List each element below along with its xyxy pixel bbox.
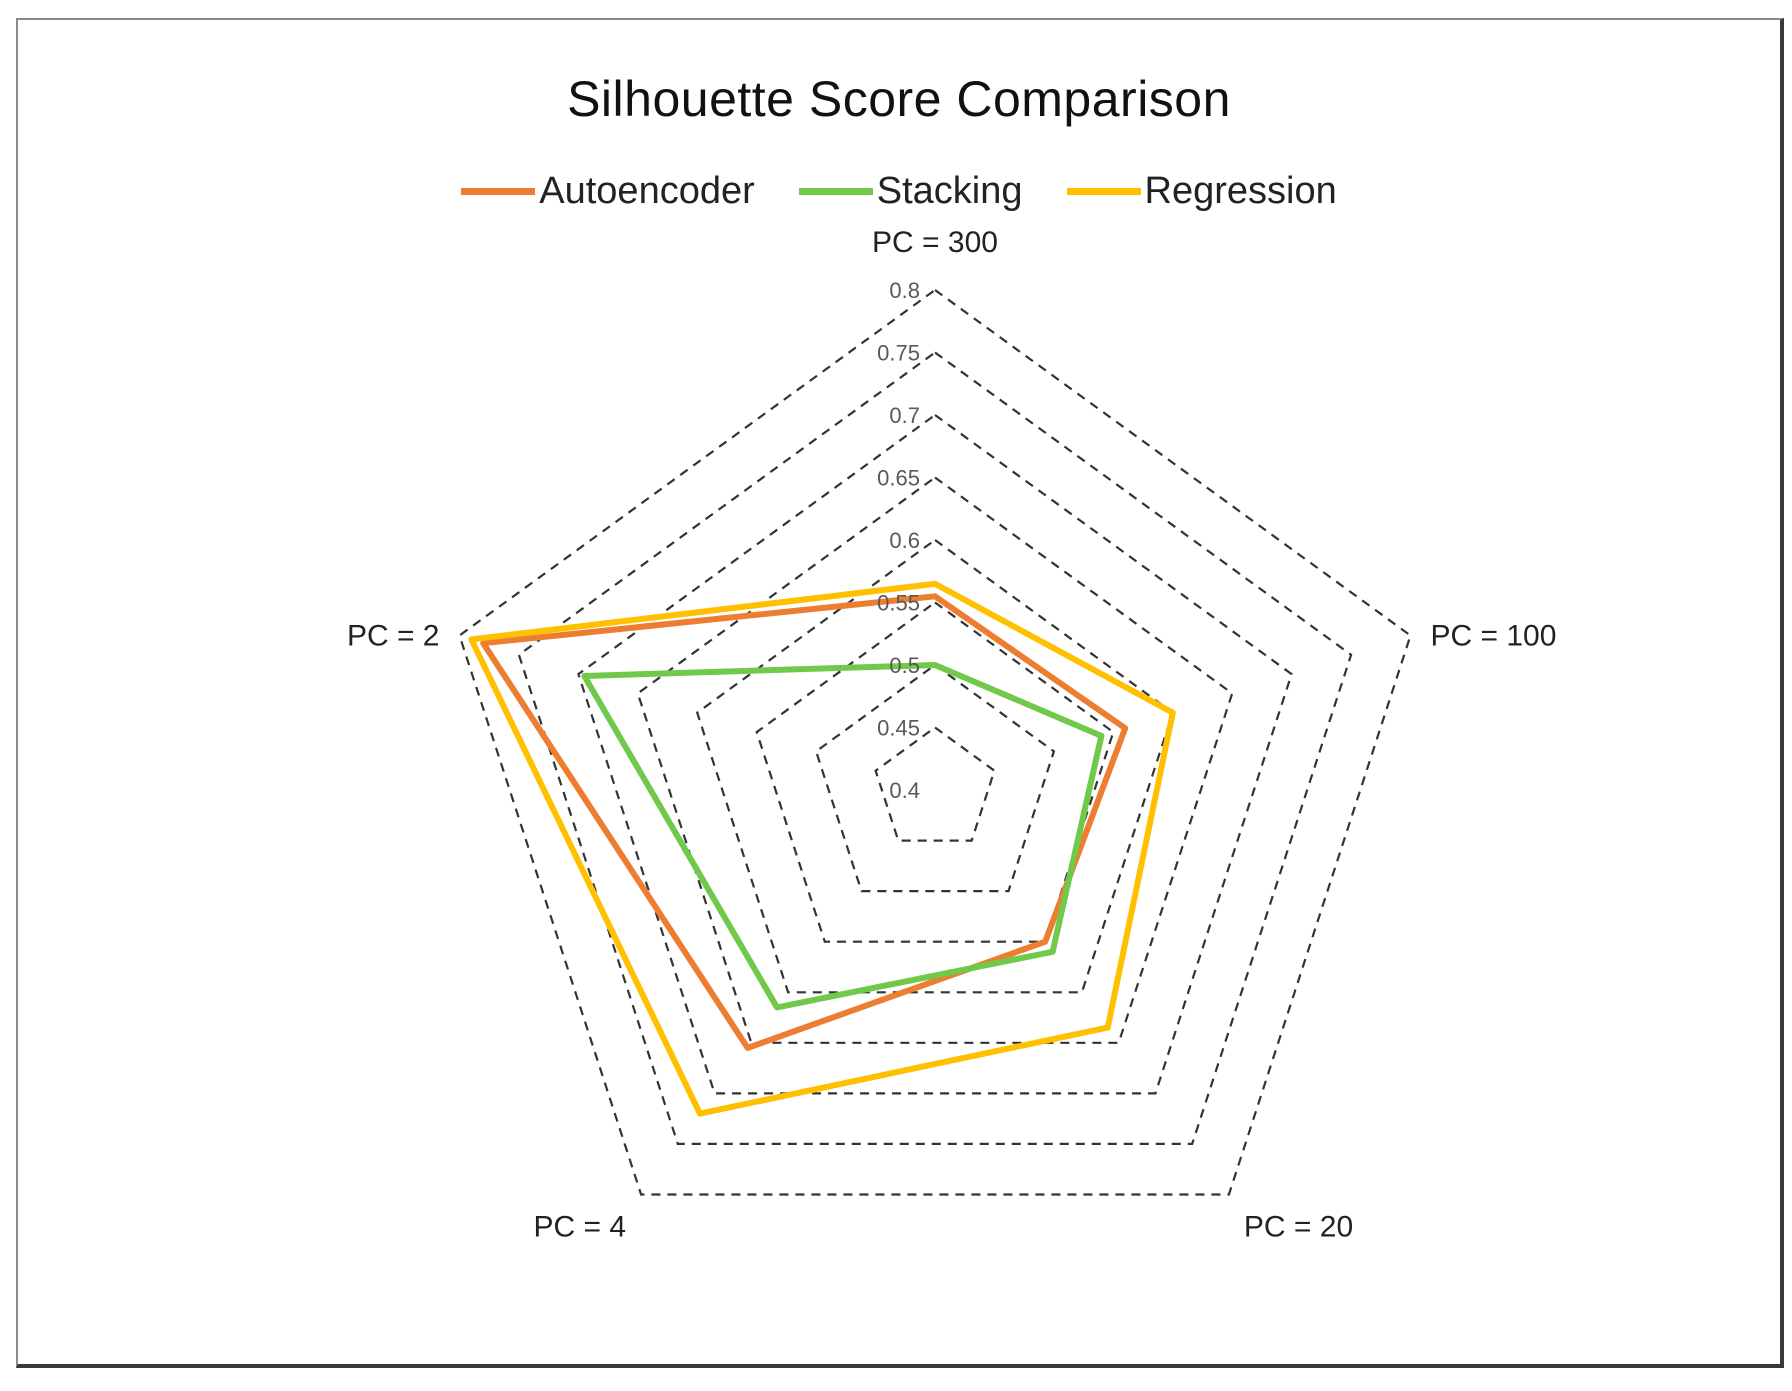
- tick-label-8: 0.8: [889, 278, 920, 303]
- legend-item-stacking: Stacking: [798, 170, 1023, 213]
- grid-ring-4: [695, 538, 1175, 994]
- tick-label-4: 0.6: [889, 528, 920, 553]
- tick-label-1: 0.45: [877, 716, 920, 741]
- legend-label-regression: Regression: [1144, 170, 1337, 212]
- legend-label-stacking: Stacking: [876, 170, 1023, 212]
- tick-label-3: 0.55: [877, 591, 920, 616]
- grid-ring-2: [814, 663, 1056, 893]
- legend-item-regression: Regression: [1066, 170, 1337, 213]
- tick-label-2: 0.5: [889, 653, 920, 678]
- grid-ring-6: [577, 413, 1293, 1095]
- grid-ring-5: [636, 476, 1234, 1044]
- axis-label-0: PC = 300: [872, 226, 998, 259]
- grid-ring-8: [458, 288, 1412, 1196]
- legend-swatch-regression: [1066, 188, 1141, 195]
- axis-label-1: PC = 100: [1431, 620, 1557, 653]
- tick-label-0: 0.4: [889, 778, 920, 803]
- grid-ring-1: [874, 726, 996, 842]
- tick-label-5: 0.65: [877, 466, 920, 491]
- legend-swatch-stacking: [798, 188, 873, 195]
- chart-legend: Autoencoder Stacking Regression: [18, 170, 1780, 213]
- grid-ring-7: [517, 351, 1353, 1146]
- legend-item-autoencoder: Autoencoder: [461, 170, 755, 213]
- series-line-regression: [468, 580, 1176, 1117]
- chart-title: Silhouette Score Comparison: [567, 71, 1231, 127]
- tick-label-7: 0.75: [877, 341, 920, 366]
- axis-label-2: PC = 20: [1244, 1211, 1353, 1244]
- tick-label-6: 0.7: [889, 403, 920, 428]
- legend-swatch-autoencoder: [461, 188, 536, 195]
- grid-ring-3: [755, 601, 1115, 943]
- axis-label-4: PC = 2: [347, 620, 440, 653]
- axis-label-3: PC = 4: [534, 1211, 627, 1244]
- legend-label-autoencoder: Autoencoder: [539, 170, 755, 212]
- series-line-stacking: [581, 662, 1105, 1011]
- series-line-autoencoder: [480, 593, 1129, 1051]
